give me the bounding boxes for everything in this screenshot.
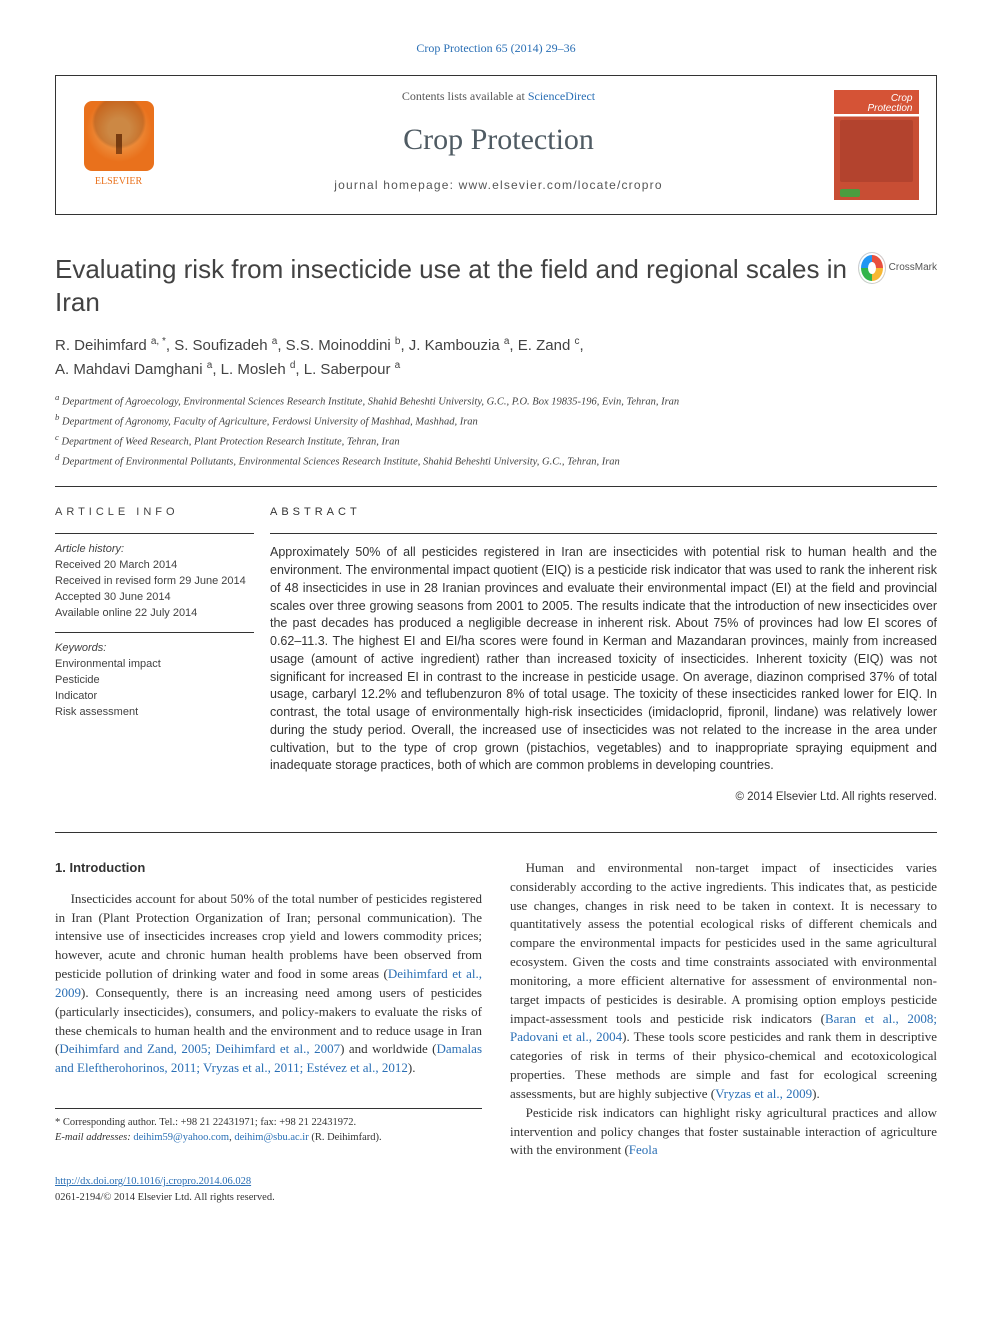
issn-line: 0261-2194/© 2014 Elsevier Ltd. All right…	[55, 1192, 275, 1203]
email-line: E-mail addresses: deihim59@yahoo.com, de…	[55, 1130, 482, 1145]
contents-prefix: Contents lists available at	[402, 89, 528, 103]
doi-link[interactable]: http://dx.doi.org/10.1016/j.cropro.2014.…	[55, 1176, 251, 1187]
article-title: Evaluating risk from insecticide use at …	[55, 253, 859, 318]
article-info-heading: ARTICLE INFO	[55, 505, 254, 521]
affil-b: b Department of Agronomy, Faculty of Agr…	[55, 411, 937, 431]
keyword: Indicator	[55, 689, 254, 705]
divider-2	[55, 832, 937, 833]
cover-title: CropProtection	[867, 94, 912, 114]
citation-header: Crop Protection 65 (2014) 29–36	[55, 40, 937, 57]
header-center: Contents lists available at ScienceDirec…	[181, 76, 816, 214]
contents-line: Contents lists available at ScienceDirec…	[191, 88, 806, 105]
elsevier-logo: ELSEVIER	[84, 101, 154, 190]
abstract: ABSTRACT Approximately 50% of all pestic…	[270, 487, 937, 815]
body-paragraph: Human and environmental non-target impac…	[510, 859, 937, 1104]
cover-cell: CropProtection	[816, 76, 936, 214]
abstract-copyright: © 2014 Elsevier Ltd. All rights reserved…	[270, 789, 937, 806]
publisher-name: ELSEVIER	[84, 175, 154, 190]
citation-link[interactable]: Crop Protection 65 (2014) 29–36	[416, 41, 575, 55]
keywords-label: Keywords:	[55, 641, 254, 657]
history-label: Article history:	[55, 542, 254, 558]
abstract-heading: ABSTRACT	[270, 505, 937, 521]
accepted-date: Accepted 30 June 2014	[55, 590, 254, 606]
authors-line: R. Deihimfard a, *, S. Soufizadeh a, S.S…	[55, 334, 937, 381]
crossmark-icon	[859, 253, 885, 283]
keyword: Environmental impact	[55, 657, 254, 673]
body-paragraph: Insecticides account for about 50% of th…	[55, 890, 482, 1078]
email-label: E-mail addresses:	[55, 1132, 133, 1143]
sciencedirect-link[interactable]: ScienceDirect	[528, 89, 595, 103]
received-date: Received 20 March 2014	[55, 558, 254, 574]
body-paragraph: Pesticide risk indicators can highlight …	[510, 1104, 937, 1161]
keyword: Pesticide	[55, 673, 254, 689]
citation-link[interactable]: Deihimfard and Zand, 2005; Deihimfard et…	[59, 1041, 340, 1056]
left-column: 1. Introduction Insecticides account for…	[55, 859, 482, 1161]
keyword: Risk assessment	[55, 705, 254, 721]
body-columns: 1. Introduction Insecticides account for…	[55, 859, 937, 1161]
section-heading: 1. Introduction	[55, 859, 482, 878]
email-link[interactable]: deihim@sbu.ac.ir	[234, 1132, 308, 1143]
affiliations: a Department of Agroecology, Environment…	[55, 391, 937, 470]
email-link[interactable]: deihim59@yahoo.com	[133, 1132, 229, 1143]
citation-link[interactable]: Feola	[629, 1142, 658, 1157]
affil-d: d Department of Environmental Pollutants…	[55, 451, 937, 471]
crossmark-label: CrossMark	[889, 261, 937, 276]
article-info: ARTICLE INFO Article history: Received 2…	[55, 487, 270, 815]
abstract-text: Approximately 50% of all pesticides regi…	[270, 544, 937, 775]
citation-link[interactable]: Vryzas et al., 2009	[715, 1086, 812, 1101]
doi-footer: http://dx.doi.org/10.1016/j.cropro.2014.…	[55, 1174, 937, 1204]
crossmark-badge[interactable]: CrossMark	[859, 253, 937, 283]
right-column: Human and environmental non-target impac…	[510, 859, 937, 1161]
info-divider	[55, 533, 254, 534]
elsevier-tree-icon	[84, 101, 154, 171]
journal-cover-thumb: CropProtection	[834, 90, 919, 200]
journal-name: Crop Protection	[191, 118, 806, 162]
affil-a: a Department of Agroecology, Environment…	[55, 391, 937, 411]
corr-author: * Corresponding author. Tel.: +98 21 224…	[55, 1115, 482, 1130]
affil-c: c Department of Weed Research, Plant Pro…	[55, 431, 937, 451]
journal-homepage: journal homepage: www.elsevier.com/locat…	[191, 177, 806, 194]
cover-logo-icon	[840, 189, 860, 197]
cover-image-placeholder	[840, 120, 913, 182]
info-abstract-row: ARTICLE INFO Article history: Received 2…	[55, 487, 937, 815]
footnotes: * Corresponding author. Tel.: +98 21 224…	[55, 1108, 482, 1145]
info-divider-2	[55, 632, 254, 633]
revised-date: Received in revised form 29 June 2014	[55, 574, 254, 590]
publisher-logo-cell: ELSEVIER	[56, 76, 181, 214]
journal-header: ELSEVIER Contents lists available at Sci…	[55, 75, 937, 215]
abs-divider	[270, 533, 937, 534]
online-date: Available online 22 July 2014	[55, 606, 254, 622]
